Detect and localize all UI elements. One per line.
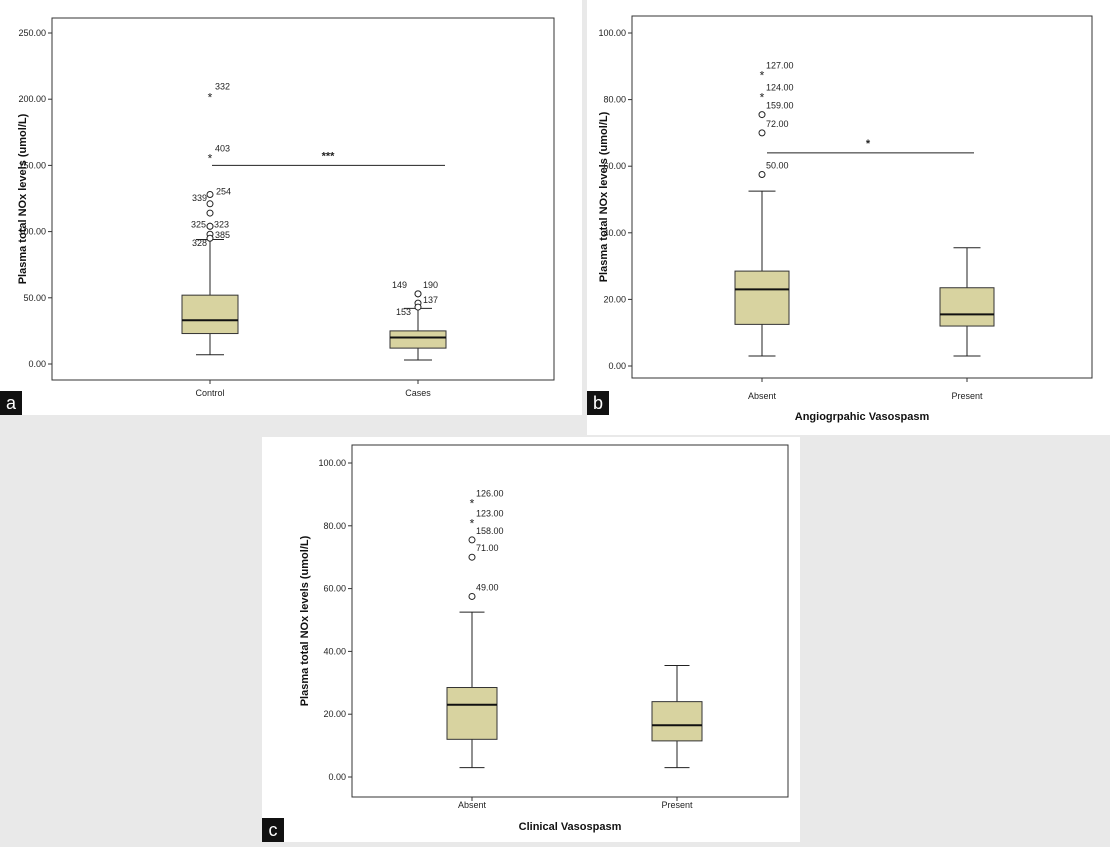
y-tick-label: 60.00 [323,584,346,594]
outlier-circle [206,222,214,230]
iqr-box [939,287,995,327]
y-tick-label: 100.00 [18,227,46,237]
y-tick-label: 0.00 [28,359,46,369]
plot-area [351,444,789,798]
outlier-label: 385 [215,230,230,240]
y-tick-label: 20.00 [323,709,346,719]
outlier-circle [468,553,476,561]
outlier-label: 123.00 [476,509,504,519]
y-tick-label: 20.00 [603,294,626,304]
outlier-label: 71.00 [476,543,499,553]
x-axis-label: Angiogrpahic Vasospasm [795,411,930,423]
outlier-label: 72.00 [766,119,789,129]
panel-c: 0.00 20.00 40.00 60.00 80.00 100.00 Plasma tot… [262,437,800,842]
outlier-circle [206,209,214,217]
chart-a: 0.00 50.00 100.00 150.00 200.00 250.00 Plasma … [17,17,555,398]
y-tick-label: 80.00 [603,95,626,105]
chart-b: 0.00 20.00 40.00 60.00 80.00 100.00 Plasma tot… [598,15,1093,423]
outlier-circle [468,536,476,544]
outlier-star: * [470,496,475,510]
outlier-label: 127.00 [766,61,794,71]
outlier-label: 325 [191,219,206,229]
outlier-label: 328 [192,238,207,248]
significance-label: * [866,138,871,150]
box-present [651,665,703,769]
outlier-label: 153 [396,307,411,317]
significance-label: *** [322,150,336,162]
iqr-box [389,330,447,349]
outlier-circle [758,111,766,119]
panel-b: 0.00 20.00 40.00 60.00 80.00 100.00 Plasma tot… [587,0,1110,435]
outlier-star: * [208,91,213,105]
outlier-label: 323 [214,219,229,229]
boxplot-a: 0.00 50.00 100.00 150.00 200.00 250.00 Plasma … [17,17,555,398]
outlier-circle [468,592,476,600]
box-cases: 149 190 137 153 [389,280,447,361]
outlier-label: 254 [216,187,231,197]
boxplot-c: 0.00 20.00 40.00 60.00 80.00 100.00 Plasma tot… [299,444,789,833]
iqr-box [181,294,239,335]
y-tick-label: 80.00 [323,521,346,531]
panel-a: 0.00 50.00 100.00 150.00 200.00 250.00 Plasma … [0,0,582,415]
outlier-star: * [208,151,213,165]
y-tick-label: 0.00 [328,772,346,782]
category-label: Cases [405,388,431,398]
outlier-label: 149 [392,280,407,290]
plot-area [631,15,1093,379]
outlier-circle [206,191,214,199]
category-label: Control [195,388,224,398]
outlier-label: 50.00 [766,161,789,171]
y-tick-label: 200.00 [18,94,46,104]
y-axis-label: Plasma total NOx levels (umol/L) [17,113,29,284]
outlier-circle [206,234,214,242]
y-tick-label: 50.00 [23,293,46,303]
outlier-star: * [470,517,475,531]
plot-area [51,17,555,381]
iqr-box [651,701,703,742]
y-tick-label: 40.00 [323,646,346,656]
panel-label-b: b [587,391,609,415]
iqr-box [446,687,498,740]
y-axis-label: Plasma total NOx levels (umol/L) [299,535,311,706]
y-tick-label: 150.00 [18,160,46,170]
outlier-label: 49.00 [476,582,499,592]
outlier-star: * [760,69,765,83]
chart-c: 0.00 20.00 40.00 60.00 80.00 100.00 Plasma tot… [299,444,789,833]
outlier-label: 137 [423,295,438,305]
outlier-circle [414,290,422,298]
outlier-label: 339 [192,193,207,203]
y-tick-label: 40.00 [603,228,626,238]
y-tick-label: 0.00 [608,361,626,371]
category-label: Absent [458,800,487,810]
outlier-label: 126.00 [476,488,504,498]
panel-label-a: a [0,391,22,415]
outlier-label: 332 [215,82,230,92]
outlier-label: 159.00 [766,101,794,111]
x-axis-label: Clinical Vasospasm [519,821,622,833]
y-axis-label: Plasma total NOx levels (umol/L) [598,111,610,282]
category-label: Present [661,800,693,810]
box-present [939,247,995,357]
iqr-box [734,270,790,325]
outlier-label: 190 [423,280,438,290]
panel-label-c: c [262,818,284,842]
outlier-label: 158.00 [476,526,504,536]
category-label: Present [951,391,983,401]
y-tick-label: 250.00 [18,28,46,38]
outlier-label: 403 [215,143,230,153]
outlier-circle [414,303,422,311]
category-label: Absent [748,391,777,401]
outlier-circle [206,200,214,208]
y-tick-label: 100.00 [598,28,626,38]
outlier-label: 124.00 [766,82,794,92]
boxplot-b: 0.00 20.00 40.00 60.00 80.00 100.00 Plasma tot… [598,15,1093,423]
y-tick-label: 100.00 [318,458,346,468]
outlier-star: * [760,90,765,104]
outlier-circle [758,129,766,137]
outlier-circle [758,171,766,179]
y-tick-label: 60.00 [603,161,626,171]
